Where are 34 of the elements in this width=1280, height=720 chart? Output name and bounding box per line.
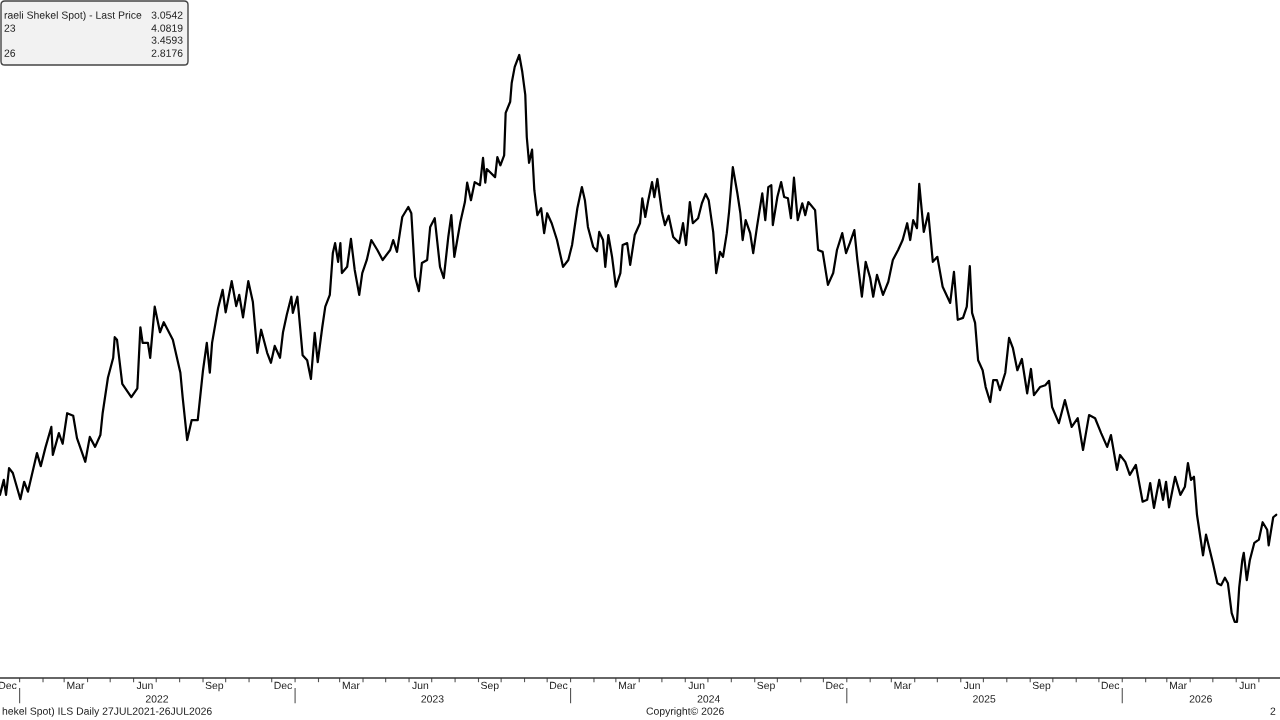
text: 4.0819 xyxy=(151,24,183,32)
x2-tick-label: 2024 xyxy=(697,695,720,703)
x-tick-label: Dec xyxy=(550,681,568,690)
x-tick-label: Dec xyxy=(826,681,844,690)
x2-tick-label: 2023 xyxy=(421,695,444,703)
x2-tick-label: 2026 xyxy=(1189,695,1212,703)
x2-tick-label: 2025 xyxy=(973,695,996,703)
x-tick-label: Mar xyxy=(342,681,360,690)
text: 3.4593 xyxy=(151,36,183,44)
x-tick-label: Sep xyxy=(481,681,499,692)
x-tick-label: Jun xyxy=(1239,681,1256,690)
x-tick-label: Jun xyxy=(963,681,980,690)
x-tick-label: Sep xyxy=(205,681,224,692)
x-tick-label: Jun xyxy=(136,681,153,690)
x-tick-label: Dec xyxy=(0,681,17,690)
x-tick-label: Mar xyxy=(1170,681,1187,690)
text: raeli Shekel Spot) - Last Price xyxy=(4,11,142,21)
text: Copyright© 2026 xyxy=(646,707,724,717)
text: hekel Spot) ILS Daily 27JUL2021-26JUL2026 xyxy=(2,707,212,717)
annotation: 2.8176 xyxy=(151,49,183,57)
x-tick-label: Mar xyxy=(619,681,636,690)
x-tick-label: Mar xyxy=(67,681,85,690)
annotation: 26 xyxy=(4,49,16,57)
x2-tick-label: 2022 xyxy=(145,695,169,703)
x-tick-label: Sep xyxy=(757,681,775,692)
text: 3.0542 xyxy=(151,11,183,19)
text: 2 xyxy=(1270,707,1276,715)
x-tick-label: Jun xyxy=(412,681,429,690)
x-tick-label: Dec xyxy=(1101,681,1120,690)
text: 23 xyxy=(4,24,16,32)
x-tick-label: Dec xyxy=(274,681,293,690)
x-tick-label: Mar xyxy=(894,681,912,690)
x-tick-label: Sep xyxy=(1032,681,1051,692)
x-tick-label: Jun xyxy=(688,681,705,690)
